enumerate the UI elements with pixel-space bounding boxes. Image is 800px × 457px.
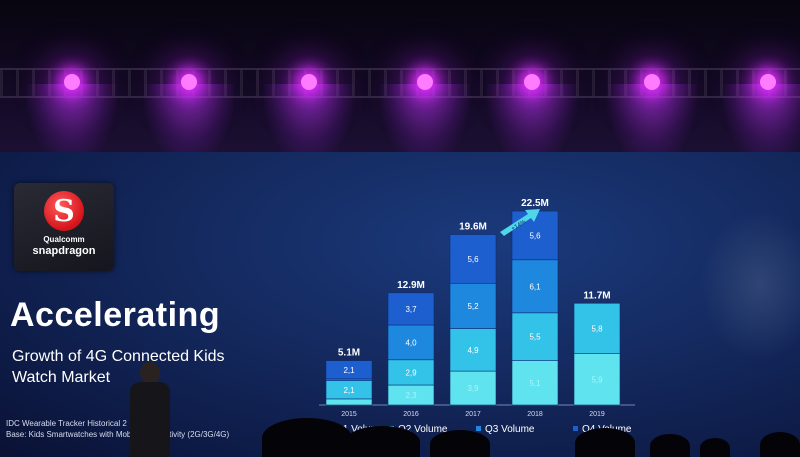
- snapdragon-logo: S Qualcomm snapdragon: [14, 183, 114, 271]
- segment-value-label: 5,6: [529, 231, 541, 240]
- stage-light: [301, 74, 317, 90]
- bar-total-label: 12.9M: [397, 280, 425, 291]
- bar-segment: [573, 302, 621, 354]
- x-tick-label: 2017: [465, 411, 481, 418]
- stage-light: [64, 74, 80, 90]
- bar-segment: [325, 398, 373, 406]
- bar-segment: [511, 360, 559, 406]
- segment-value-label: 5,2: [467, 302, 479, 311]
- legend-swatch: [476, 426, 481, 431]
- stage-light: [181, 74, 197, 90]
- stacked-bar-chart: 2,1 2,1 5.1M 2015 2,3 2,9 4,0 3,7 12.9M 2016 3,9 4,…: [319, 198, 635, 435]
- segment-value-label: 3,7: [405, 305, 417, 314]
- light-beam: [380, 84, 470, 164]
- segment-value-label: 5,1: [529, 379, 541, 388]
- legend-swatch: [573, 426, 578, 431]
- slide-headline: Accelerating: [10, 296, 221, 334]
- audience-silhouettes: [0, 418, 800, 457]
- bar-total-label: 19.6M: [459, 222, 487, 233]
- light-beam: [27, 84, 117, 164]
- light-beam: [264, 84, 354, 164]
- snapdragon-logo-icon: S: [44, 191, 84, 231]
- light-beam: [144, 84, 234, 164]
- source-note-line2: Base: Kids Smartwatches with Mobile Conn…: [6, 430, 230, 439]
- presenter: [128, 362, 172, 457]
- stage-light: [760, 74, 776, 90]
- light-beam: [723, 84, 800, 164]
- segment-value-label: 4,0: [405, 338, 417, 347]
- bar-segment: [387, 292, 435, 326]
- bar-segment: [449, 328, 497, 372]
- logo-brand-line1: Qualcomm: [43, 235, 85, 244]
- legend-entry: Q2 Volume: [398, 424, 448, 435]
- bar-segment: [449, 234, 497, 284]
- bar-total-label: 5.1M: [338, 348, 360, 359]
- bar-total-label: 11.7M: [583, 290, 610, 301]
- growth-arrow-annotation: +14%: [498, 206, 544, 236]
- bar-segment: [511, 312, 559, 361]
- bar-segment: [387, 359, 435, 386]
- stage-light: [644, 74, 660, 90]
- stage-light: [524, 74, 540, 90]
- x-tick-label: 2018: [527, 411, 543, 418]
- slide-decoration: [700, 210, 800, 360]
- stage-light: [417, 74, 433, 90]
- slide-subtitle-line1: Growth of 4G Connected Kids: [12, 348, 225, 365]
- bar-segment: [449, 282, 497, 329]
- segment-value-label: 5,6: [467, 255, 479, 264]
- x-tick-label: 2015: [341, 411, 357, 418]
- light-beam: [487, 84, 577, 164]
- segment-value-label: 2,1: [343, 386, 355, 395]
- x-tick-label: 2016: [403, 411, 419, 418]
- segment-value-label: 2,1: [343, 366, 355, 375]
- bar-segment: [511, 259, 559, 314]
- segment-value-label: 2,3: [405, 391, 417, 400]
- logo-brand-line2: snapdragon: [32, 245, 96, 257]
- segment-value-label: 2,9: [405, 368, 417, 377]
- slide-subtitle-line2: Watch Market: [12, 369, 111, 386]
- source-note-line1: IDC Wearable Tracker Historical 2: [6, 419, 127, 428]
- segment-value-label: 3,9: [467, 384, 479, 393]
- bar-segment: [573, 353, 621, 406]
- x-tick-label: 2019: [589, 411, 605, 418]
- bar-segment: [387, 324, 435, 361]
- segment-value-label: 4,9: [467, 346, 479, 355]
- arrow-icon: +14%: [500, 209, 540, 236]
- bar-total-label: 22.5M: [521, 198, 549, 209]
- legend-entry: Q3 Volume: [485, 424, 535, 435]
- bar-segment: [449, 370, 497, 406]
- segment-value-label: 6,1: [529, 282, 541, 291]
- segment-value-label: 5,9: [591, 375, 603, 384]
- light-beam: [607, 84, 697, 164]
- bar-segment: [325, 360, 373, 380]
- segment-value-label: 5,5: [529, 333, 541, 342]
- segment-value-label: 5,8: [591, 324, 603, 333]
